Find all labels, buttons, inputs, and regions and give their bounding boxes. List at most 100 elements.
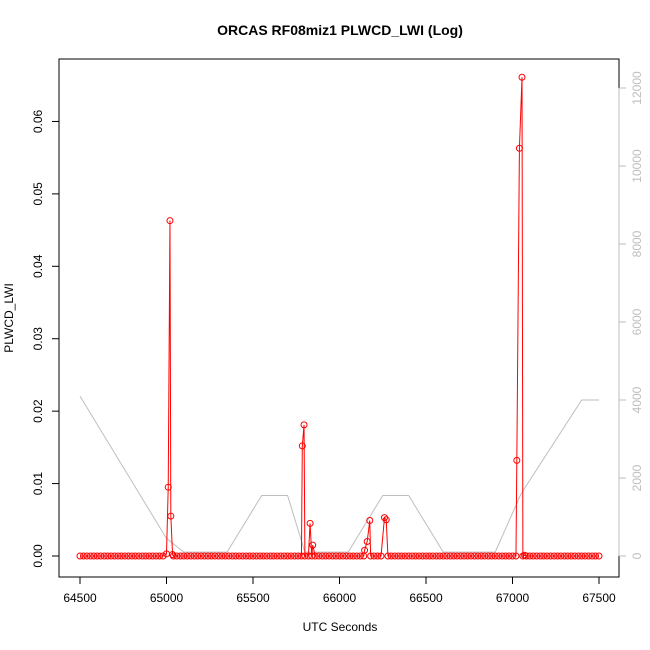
data-point	[439, 552, 447, 560]
data-point	[529, 552, 537, 560]
data-point	[169, 552, 177, 560]
axes: 64500 65000 65500 66000 66500 67000 67500 0.00 0…	[31, 71, 644, 605]
data-point	[124, 552, 132, 560]
data-point	[263, 552, 271, 560]
data-point	[104, 552, 112, 560]
data-point	[336, 552, 343, 560]
data-point	[242, 552, 250, 560]
data-point	[370, 552, 378, 560]
data-point	[464, 552, 472, 560]
data-point	[309, 541, 317, 549]
y-axis-label: PLWCD_LWI	[2, 283, 16, 353]
data-point	[107, 552, 115, 560]
data-point	[249, 552, 257, 560]
y-tick-label: 0.06	[31, 109, 45, 133]
data-point	[387, 552, 395, 560]
data-point	[235, 552, 243, 560]
data-point	[159, 552, 167, 560]
data-point	[443, 552, 451, 560]
data-point	[474, 552, 482, 560]
data-point	[204, 552, 212, 560]
data-point	[318, 552, 326, 560]
data-point	[547, 552, 555, 560]
data-point	[595, 552, 603, 560]
data-point	[135, 552, 143, 560]
data-point	[306, 519, 314, 527]
data-point	[218, 552, 226, 560]
data-point	[574, 552, 582, 560]
data-point	[111, 552, 119, 560]
data-point	[76, 552, 84, 560]
data-point	[166, 217, 174, 225]
data-point	[284, 552, 292, 560]
data-point	[190, 552, 198, 560]
data-point	[498, 552, 506, 560]
data-point	[361, 546, 369, 554]
data-point	[294, 552, 302, 560]
data-point	[342, 552, 350, 560]
data-point	[100, 552, 108, 560]
x-tick-label: 65500	[236, 591, 270, 605]
data-point	[477, 552, 485, 560]
data-point	[585, 552, 593, 560]
data-point	[164, 483, 172, 491]
data-point	[349, 552, 357, 560]
data-point	[380, 514, 388, 522]
data-point	[592, 552, 600, 560]
x-tick-label: 66500	[409, 591, 443, 605]
data-point	[308, 552, 316, 560]
data-point	[79, 552, 87, 560]
data-point	[374, 552, 382, 560]
data-point	[256, 552, 264, 560]
data-point	[457, 552, 465, 560]
y2-tick-label: 12000	[630, 71, 644, 105]
data-point	[366, 517, 374, 525]
data-point	[301, 552, 309, 560]
data-point	[550, 552, 558, 560]
data-point	[377, 552, 385, 560]
data-point	[221, 552, 229, 560]
data-point	[419, 552, 427, 560]
data-point	[176, 552, 184, 560]
data-point	[232, 552, 240, 560]
data-point	[450, 552, 458, 560]
data-point	[495, 552, 503, 560]
data-point	[214, 552, 222, 560]
data-point	[332, 552, 340, 560]
data-point	[83, 552, 91, 560]
y-tick-label: 0.03	[31, 327, 45, 351]
data-point	[505, 552, 513, 560]
y2-tick-label: 10000	[630, 149, 644, 183]
data-point	[93, 552, 101, 560]
data-point	[339, 552, 347, 560]
data-point	[408, 552, 416, 560]
data-point	[121, 552, 129, 560]
x-tick-label: 67500	[582, 591, 616, 605]
data-point	[297, 552, 305, 560]
data-point	[329, 552, 337, 560]
y2-tick-label: 0	[630, 552, 644, 559]
y2-tick-label: 8000	[630, 230, 644, 257]
y2-tick-label: 6000	[630, 308, 644, 335]
data-point	[298, 442, 306, 450]
series-left-axis	[76, 73, 603, 560]
data-point	[149, 552, 157, 560]
data-point	[183, 552, 191, 560]
x-axis-label: UTC Seconds	[303, 620, 378, 634]
data-point	[415, 552, 423, 560]
data-point	[311, 552, 319, 560]
data-point	[173, 552, 181, 560]
data-point	[211, 552, 219, 560]
data-point	[515, 144, 523, 152]
data-point	[259, 552, 267, 560]
data-point	[557, 552, 565, 560]
data-point	[412, 552, 420, 560]
y-tick-label: 0.05	[31, 182, 45, 206]
data-point	[453, 552, 461, 560]
data-point	[518, 73, 526, 81]
data-point	[432, 552, 440, 560]
data-point	[394, 552, 402, 560]
data-point	[169, 551, 177, 559]
data-point	[578, 552, 586, 560]
data-point	[325, 552, 333, 560]
